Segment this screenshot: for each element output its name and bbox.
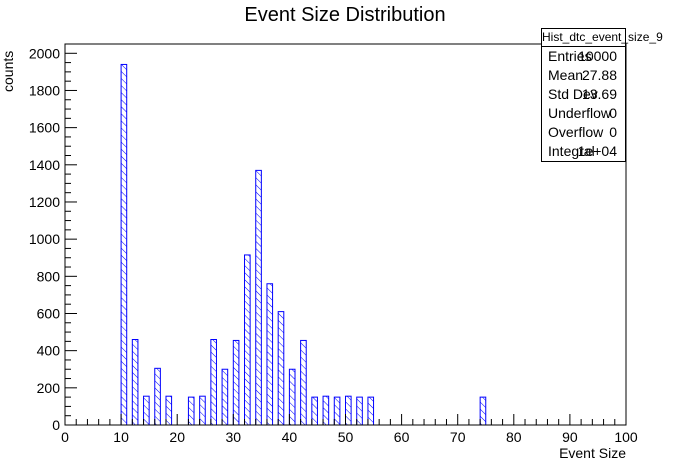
stats-row-value: 0 xyxy=(609,105,617,121)
y-tick-label: 400 xyxy=(37,343,61,359)
y-tick-label: 600 xyxy=(37,305,61,321)
stats-row-label: Entries xyxy=(548,48,592,64)
x-tick-label: 40 xyxy=(282,429,298,445)
y-tick-label: 0 xyxy=(52,417,60,433)
stats-row-value: 27.88 xyxy=(581,67,617,83)
x-tick-label: 70 xyxy=(450,429,466,445)
stats-row: Entries 10000 xyxy=(542,47,625,66)
histogram-bar xyxy=(154,367,161,426)
histogram-bar xyxy=(120,63,128,426)
histogram-bar xyxy=(479,396,487,426)
y-tick-label: 2000 xyxy=(29,45,60,61)
histogram-bar xyxy=(367,396,375,426)
histogram-bar xyxy=(345,395,352,426)
stats-box-title: Hist_dtc_event_size_9 xyxy=(542,29,663,47)
histogram-bar xyxy=(199,395,206,426)
y-tick-label: 1600 xyxy=(29,120,60,136)
x-tick-label: 10 xyxy=(113,429,129,445)
stats-row: Integral 1e+04 xyxy=(542,142,625,161)
histogram-bar xyxy=(187,396,195,426)
histogram-bar xyxy=(221,368,229,426)
stats-row-value: 10000 xyxy=(578,48,617,64)
stats-row-value: 0 xyxy=(609,124,617,140)
y-tick-label: 1800 xyxy=(29,82,60,98)
stats-row: Underflow 0 xyxy=(542,104,625,123)
x-tick-label: 50 xyxy=(338,429,354,445)
x-tick-label: 90 xyxy=(562,429,578,445)
y-tick-label: 200 xyxy=(37,380,61,396)
histogram-bar xyxy=(143,395,150,426)
histogram-bar xyxy=(311,396,318,426)
stats-row-value: 1e+04 xyxy=(577,143,617,159)
histogram-bar xyxy=(232,339,240,426)
histogram-bar xyxy=(255,169,262,426)
histogram-bar xyxy=(333,396,341,426)
histogram-bar xyxy=(300,339,307,426)
x-tick-label: 0 xyxy=(61,429,69,445)
x-tick-label: 20 xyxy=(169,429,185,445)
plot-frame xyxy=(64,43,627,426)
stats-row-value: 13.69 xyxy=(581,86,617,102)
stats-row-label: Integral xyxy=(548,143,595,159)
chart-title: Event Size Distribution xyxy=(244,4,445,26)
stats-row: Std Dev 13.69 xyxy=(542,85,625,104)
histogram-bar xyxy=(131,339,139,426)
histogram-bar xyxy=(356,396,363,426)
x-tick-label: 30 xyxy=(226,429,242,445)
y-tick-label: 800 xyxy=(37,268,61,284)
stats-row-label: Overflow xyxy=(548,124,604,140)
stats-row: Overflow 0 xyxy=(542,123,625,142)
stats-row-label: Underflow xyxy=(548,105,612,121)
x-axis-label: Event Size xyxy=(559,445,626,461)
stats-row-label: Std Dev xyxy=(548,86,598,102)
histogram-bar xyxy=(277,311,285,426)
y-tick-label: 1200 xyxy=(29,194,60,210)
histogram-bar xyxy=(165,395,173,426)
x-tick-label: 60 xyxy=(394,429,410,445)
histogram-bar xyxy=(244,254,251,426)
stats-box: Hist_dtc_event_size_9 Entries 10000 Mean 27… xyxy=(541,28,663,162)
stats-row: Mean 27.88 xyxy=(542,66,625,85)
y-tick-label: 1000 xyxy=(29,231,60,247)
x-tick-label: 80 xyxy=(506,429,522,445)
y-axis-label: counts xyxy=(0,51,16,92)
stats-row-label: Mean xyxy=(548,67,584,83)
x-tick-label: 100 xyxy=(614,429,638,445)
histogram-bar xyxy=(322,395,330,426)
histogram-bar xyxy=(266,283,274,426)
y-tick-label: 1400 xyxy=(29,157,60,173)
histogram-bar xyxy=(288,368,296,426)
histogram-bar xyxy=(210,339,217,426)
